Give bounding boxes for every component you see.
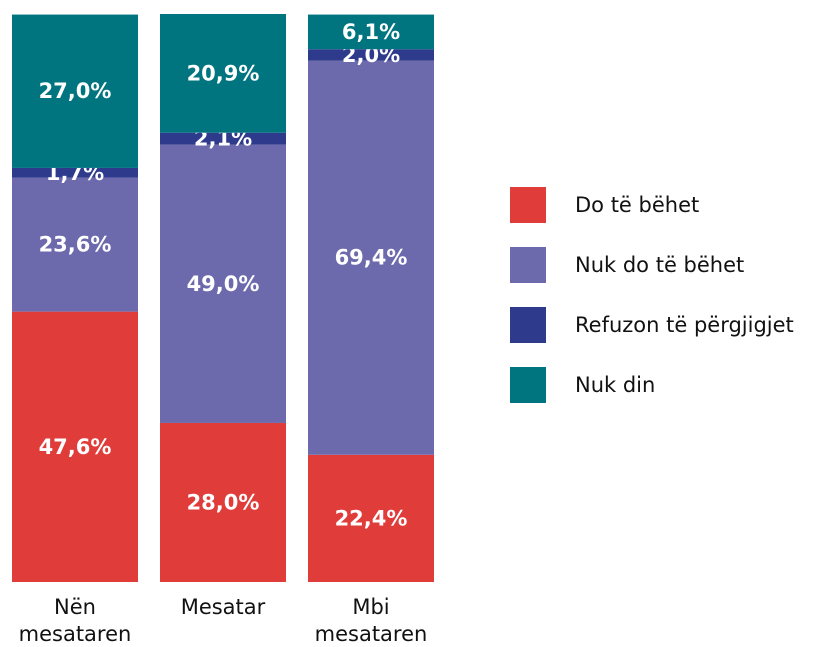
bar-segment xyxy=(160,14,286,133)
legend-swatch xyxy=(510,367,546,403)
x-tick-label: Mesatar xyxy=(180,595,266,619)
value-label: 6,1% xyxy=(342,20,400,44)
legend-swatch xyxy=(510,307,546,343)
x-tick-label: Mbi mesataren xyxy=(314,595,428,646)
bar-segment xyxy=(160,422,286,582)
bar-segment xyxy=(12,177,138,312)
legend-label: Nuk din xyxy=(575,373,655,397)
bar-segment xyxy=(308,454,434,582)
legend-label: Nuk do të bëhet xyxy=(575,253,744,277)
value-label: 47,6% xyxy=(39,435,112,459)
value-label: 23,6% xyxy=(39,233,112,257)
bar-segment xyxy=(308,60,434,455)
bar-segment xyxy=(12,167,138,178)
value-label: 22,4% xyxy=(335,506,408,530)
bar-segment xyxy=(12,14,138,168)
legend-label: Do të bëhet xyxy=(575,193,699,217)
value-label: 20,9% xyxy=(187,61,260,85)
value-label: 49,0% xyxy=(187,272,260,296)
bar-segment xyxy=(160,144,286,423)
value-label: 69,4% xyxy=(335,246,408,270)
legend-label: Refuzon të përgjigjet xyxy=(575,313,794,337)
bar-segment xyxy=(160,132,286,145)
value-label: 28,0% xyxy=(187,490,260,514)
legend-swatch xyxy=(510,247,546,283)
value-label: 27,0% xyxy=(39,79,112,103)
bar-segment xyxy=(308,14,434,50)
bar-segment xyxy=(12,311,138,582)
bar-segment xyxy=(308,49,434,61)
legend-swatch xyxy=(510,187,546,223)
x-tick-label: Nën mesataren xyxy=(18,595,132,646)
